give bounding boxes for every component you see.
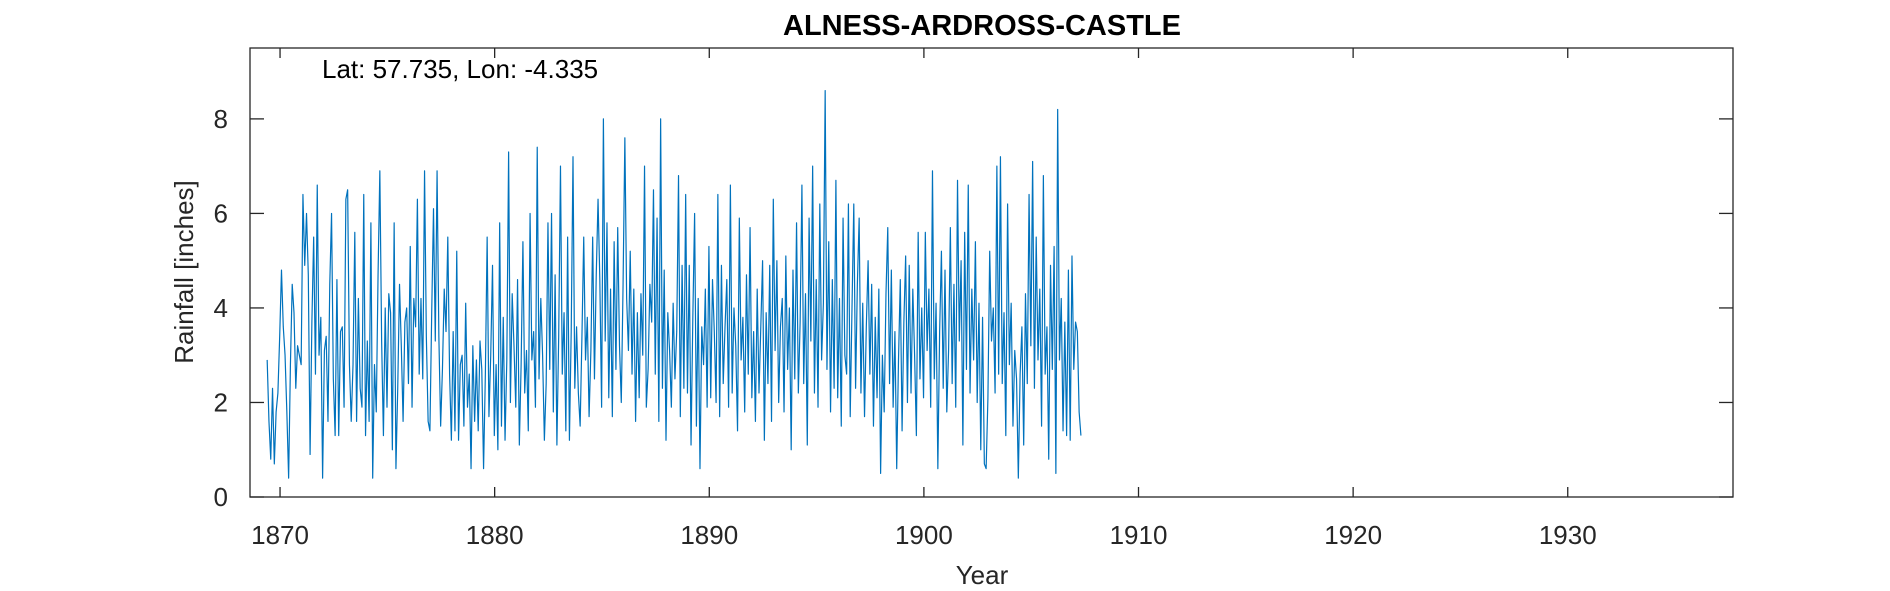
y-tick-label: 0 bbox=[214, 482, 228, 512]
x-tick-labels: 1870 1880 1890 1900 1910 1920 1930 bbox=[251, 520, 1597, 550]
y-tick-label: 6 bbox=[214, 198, 228, 228]
x-tick-label: 1900 bbox=[895, 520, 953, 550]
y-tick-label: 4 bbox=[214, 293, 228, 323]
location-annotation: Lat: 57.735, Lon: -4.335 bbox=[322, 54, 598, 84]
axes-box bbox=[249, 47, 1734, 498]
x-tick-label: 1910 bbox=[1110, 520, 1168, 550]
y-tick-labels: 0 2 4 6 8 bbox=[214, 104, 228, 512]
plot-area bbox=[250, 48, 1733, 497]
y-tick-marks bbox=[250, 118, 1733, 498]
x-tick-marks bbox=[279, 48, 1569, 497]
y-tick-label: 2 bbox=[214, 387, 228, 417]
x-tick-label: 1890 bbox=[680, 520, 738, 550]
x-tick-label: 1920 bbox=[1324, 520, 1382, 550]
chart-title: ALNESS-ARDROSS-CASTLE bbox=[783, 10, 1181, 42]
y-axis-title: Rainfall [inches] bbox=[169, 180, 199, 364]
x-tick-label: 1880 bbox=[466, 520, 524, 550]
series-layer bbox=[266, 89, 1082, 479]
rainfall-series-line bbox=[266, 89, 1082, 479]
x-tick-label: 1870 bbox=[251, 520, 309, 550]
y-tick-label: 8 bbox=[214, 104, 228, 134]
x-tick-label: 1930 bbox=[1539, 520, 1597, 550]
x-axis-title: Year bbox=[956, 560, 1009, 590]
